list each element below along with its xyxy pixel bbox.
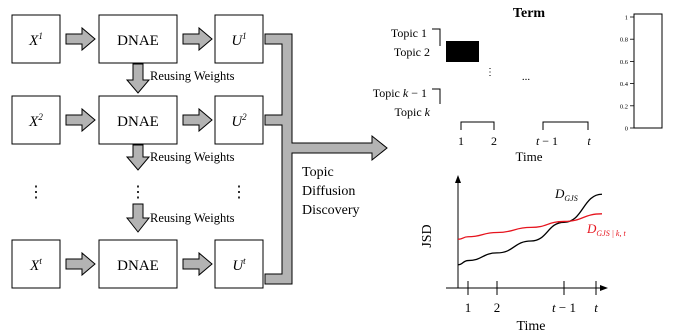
vdots-input: ⋮ (28, 184, 44, 201)
input-box-t (11, 239, 61, 289)
input-sup-t: t (39, 256, 42, 266)
colorbar-tick-label: 0.6 (620, 59, 629, 66)
merge-arrow-icon (264, 33, 388, 285)
matrix-vdots: ⋮ (485, 67, 495, 78)
topic-term-block (446, 41, 479, 62)
input-box-2 (11, 95, 61, 145)
matrix-time-tick-2: 2 (491, 134, 497, 148)
matrix-time-tick-t-1: t − 1 (536, 134, 558, 148)
matrix-time-bracket-right (542, 121, 589, 130)
series-line-dgjs (457, 193, 603, 266)
pipeline-row-t: Xt DNAE Ut (11, 239, 264, 289)
chart-xticks: 1 2 t − 1 t (465, 281, 598, 315)
chart-series (457, 193, 603, 266)
chart-ylabel: JSD (420, 224, 435, 247)
topic-label-2: Topic 2 (394, 45, 430, 59)
chart-xtick-label: 1 (465, 300, 472, 315)
svg-text:X2: X2 (28, 112, 43, 130)
series-label-dgjs-kt: DGJS | k, t (586, 221, 626, 238)
vdots-dnae: ⋮ (130, 184, 146, 201)
dnae-box-1 (98, 14, 178, 64)
matrix-time-tick-t: t (587, 134, 591, 148)
arrow-right-icon (65, 251, 96, 277)
input-sup-1: 1 (38, 31, 43, 41)
output-box-1 (214, 14, 264, 64)
reuse-label-1: Reusing Weights (150, 69, 235, 83)
dnae-box-2 (98, 95, 178, 145)
dnae-label-t: DNAE (117, 258, 159, 274)
discovery-label-line-3: Discovery (302, 203, 360, 218)
reuse-label-2: Reusing Weights (150, 150, 235, 164)
output-label-2: U (231, 114, 243, 130)
y-axis-arrowhead-icon (455, 175, 461, 183)
input-label-1: X (28, 33, 39, 49)
topic-bracket-top (432, 28, 441, 46)
input-label-t: X (29, 258, 40, 274)
output-sup-2: 2 (242, 112, 247, 122)
colorbar-tick-label: 1 (625, 15, 628, 22)
matrix-time-bracket-left (460, 121, 495, 130)
colorbar-tick-label: 0.8 (620, 37, 628, 44)
pipeline-row-2: X2 DNAE U2 (11, 95, 264, 145)
matrix-dots: ... (522, 71, 531, 83)
output-label-1: U (231, 33, 243, 49)
svg-text:Xt: Xt (29, 256, 42, 274)
series-line-dgjs-kt (457, 213, 603, 240)
chart-xtick-label: 2 (494, 300, 501, 315)
topic-bracket-bottom (432, 88, 441, 104)
svg-text:U1: U1 (231, 31, 246, 49)
series-label-dgjs: DGJS (554, 186, 578, 203)
jsd-chart: JSD Time 1 2 t − 1 t DGJS DGJS | k, t (420, 175, 626, 334)
dnae-box-t (98, 239, 178, 289)
matrix-time-tick-1: 1 (458, 134, 464, 148)
dnae-label-2: DNAE (117, 114, 159, 130)
colorbar-tick-label: 0 (625, 126, 628, 133)
topic-label-k-1: Topic k − 1 (373, 86, 427, 100)
x-axis-arrowhead-icon (600, 285, 608, 291)
colorbar-tick-label: 0.2 (620, 103, 628, 110)
matrix-title: Term (513, 6, 545, 21)
input-label-2: X (28, 114, 39, 130)
topic-label-1: Topic 1 (391, 26, 427, 40)
svg-text:X1: X1 (28, 31, 43, 49)
output-label-t: U (232, 258, 244, 274)
arrow-right-icon (65, 107, 96, 133)
output-box-t (214, 239, 264, 289)
arrow-down-icon (125, 144, 151, 171)
output-box-2 (214, 95, 264, 145)
colorbar-tick-label: 0.4 (620, 81, 629, 88)
chart-xtick-label: t − 1 (552, 300, 576, 315)
arrow-down-icon (125, 203, 151, 233)
arrow-right-icon (182, 251, 213, 277)
discovery-label-line-1: Topic (302, 165, 334, 180)
svg-text:U2: U2 (231, 112, 247, 130)
discovery-label-line-2: Diffusion (302, 184, 355, 199)
arrow-right-icon (65, 26, 96, 52)
dnae-label-1: DNAE (117, 33, 159, 49)
topic-label-k: Topic k (395, 105, 431, 119)
arrow-right-icon (182, 26, 213, 52)
svg-text:Ut: Ut (232, 256, 246, 274)
pipeline-row-1: X1 DNAE U1 (11, 14, 264, 64)
arrow-down-icon (125, 63, 151, 94)
colorbar-ticks: 1 0.8 0.6 0.4 0.2 0 (620, 15, 634, 133)
colorbar (633, 13, 663, 129)
input-box-1 (11, 14, 61, 64)
matrix-xlabel: Time (516, 149, 543, 164)
input-sup-2: 2 (38, 112, 43, 122)
reuse-label-3: Reusing Weights (150, 211, 235, 225)
output-sup-1: 1 (242, 31, 247, 41)
chart-xtick-label: t (594, 300, 598, 315)
output-sup-t: t (243, 256, 246, 266)
arrow-right-icon (182, 107, 213, 133)
chart-xlabel: Time (516, 319, 545, 334)
vdots-output: ⋮ (231, 184, 247, 201)
